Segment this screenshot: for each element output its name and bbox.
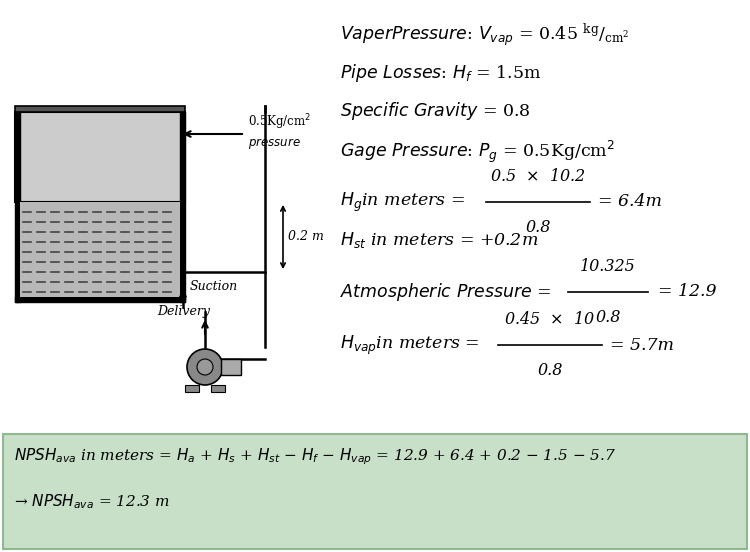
Bar bbox=[15, 112, 185, 202]
Text: = 6.4m: = 6.4m bbox=[598, 194, 662, 210]
Bar bbox=[15, 112, 20, 302]
Bar bbox=[15, 297, 185, 302]
Text: $NPSH_{ava}$ in meters = $H_a$ + $H_s$ + $H_{st}$ − $H_f$ − $H_{vap}$ = 12.9 + 6: $NPSH_{ava}$ in meters = $H_a$ + $H_s$ +… bbox=[14, 446, 616, 466]
Text: 0.8: 0.8 bbox=[525, 219, 550, 236]
Text: 0.8: 0.8 bbox=[537, 362, 562, 379]
Text: $\it{Pipe\ Losses}$: $H_f$ = 1.5m: $\it{Pipe\ Losses}$: $H_f$ = 1.5m bbox=[340, 62, 542, 84]
Bar bbox=[180, 112, 185, 302]
Text: 0.5  $\times$  10.2: 0.5 $\times$ 10.2 bbox=[490, 168, 586, 185]
Bar bbox=[185, 385, 199, 392]
Bar bbox=[211, 385, 225, 392]
Text: $\it{pressure}$: $\it{pressure}$ bbox=[248, 136, 301, 151]
Text: $\it{Gage\ Pressure}$: $P_g$ = 0.5Kg/cm$^2$: $\it{Gage\ Pressure}$: $P_g$ = 0.5Kg/cm$… bbox=[340, 139, 615, 165]
Text: 10.325: 10.325 bbox=[580, 258, 636, 275]
Text: 0.2 m: 0.2 m bbox=[288, 231, 324, 243]
Text: → $NPSH_{ava}$ = 12.3 m: → $NPSH_{ava}$ = 12.3 m bbox=[14, 492, 170, 511]
Text: $H_{vap}$in meters =: $H_{vap}$in meters = bbox=[340, 333, 482, 357]
Text: $H_{st}$ in meters = +0.2m: $H_{st}$ in meters = +0.2m bbox=[340, 230, 538, 250]
Text: 0.8: 0.8 bbox=[596, 309, 621, 326]
Bar bbox=[3, 434, 747, 549]
Circle shape bbox=[197, 359, 213, 375]
Circle shape bbox=[187, 349, 223, 385]
Text: 0.5Kg/cm$^2$: 0.5Kg/cm$^2$ bbox=[248, 113, 311, 132]
Bar bbox=[15, 106, 185, 112]
Text: = 12.9: = 12.9 bbox=[658, 284, 716, 300]
Text: Delivery: Delivery bbox=[157, 305, 210, 318]
Text: $\it{Specific\ Gravity}$ = 0.8: $\it{Specific\ Gravity}$ = 0.8 bbox=[340, 100, 530, 122]
Text: = 5.7m: = 5.7m bbox=[610, 337, 674, 353]
Bar bbox=[221, 359, 241, 375]
Text: $\it{VaperPressure}$: $V_{vap}$ = 0.45 $\mathregular{^{kg}/_{cm^2}}$: $\it{VaperPressure}$: $V_{vap}$ = 0.45 $… bbox=[340, 22, 629, 49]
Text: Suction: Suction bbox=[190, 280, 238, 293]
Text: $H_g$in meters =: $H_g$in meters = bbox=[340, 190, 467, 214]
Text: 0.45  $\times$  10: 0.45 $\times$ 10 bbox=[505, 311, 596, 328]
Bar bbox=[20, 202, 180, 297]
Text: $\it{Atmospheric\ Pressure}$ =: $\it{Atmospheric\ Pressure}$ = bbox=[340, 281, 554, 303]
